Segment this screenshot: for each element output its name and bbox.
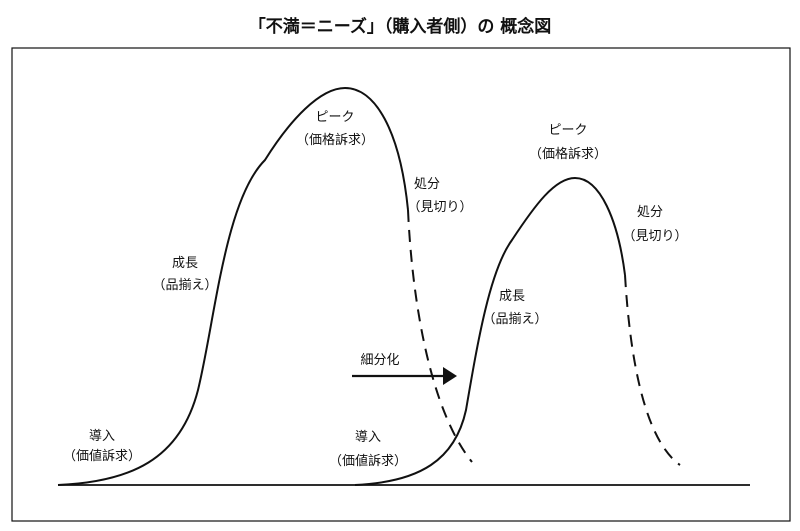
arrow-head-icon <box>443 367 457 385</box>
c1-growth-sub: （品揃え） <box>152 277 217 293</box>
c2-intro-label: 導入 <box>355 430 381 445</box>
lifecycle-curve-1-decline <box>407 209 473 463</box>
lifecycle-curve-2 <box>354 176 626 486</box>
c1-intro-label: 導入 <box>89 429 115 444</box>
c2-peak-sub: （価格訴求） <box>529 146 607 162</box>
c1-intro-sub: （価値訴求） <box>63 448 141 464</box>
diagram-frame <box>11 47 791 522</box>
c1-growth-label: 成長 <box>172 256 198 271</box>
c2-growth-label: 成長 <box>499 289 525 304</box>
c2-intro-sub: （価値訴求） <box>329 453 407 469</box>
diagram-title: 「不満＝ニーズ」（購入者側）の 概念図 <box>248 17 552 37</box>
c2-peak-label: ピーク <box>548 123 587 138</box>
segmentation-label: 細分化 <box>360 353 399 368</box>
c2-disposal-sub: （見切り） <box>622 229 687 244</box>
lifecycle-curve-2-decline <box>624 274 681 466</box>
c1-disposal-label: 処分 <box>414 177 440 192</box>
c1-peak-sub: （価格訴求） <box>296 132 374 148</box>
c2-growth-sub: （品揃え） <box>482 311 547 327</box>
c1-peak-label: ピーク <box>315 110 354 125</box>
c2-disposal-label: 処分 <box>637 205 663 220</box>
lifecycle-curve-1 <box>57 86 409 486</box>
c1-disposal-sub: （見切り） <box>407 200 472 215</box>
